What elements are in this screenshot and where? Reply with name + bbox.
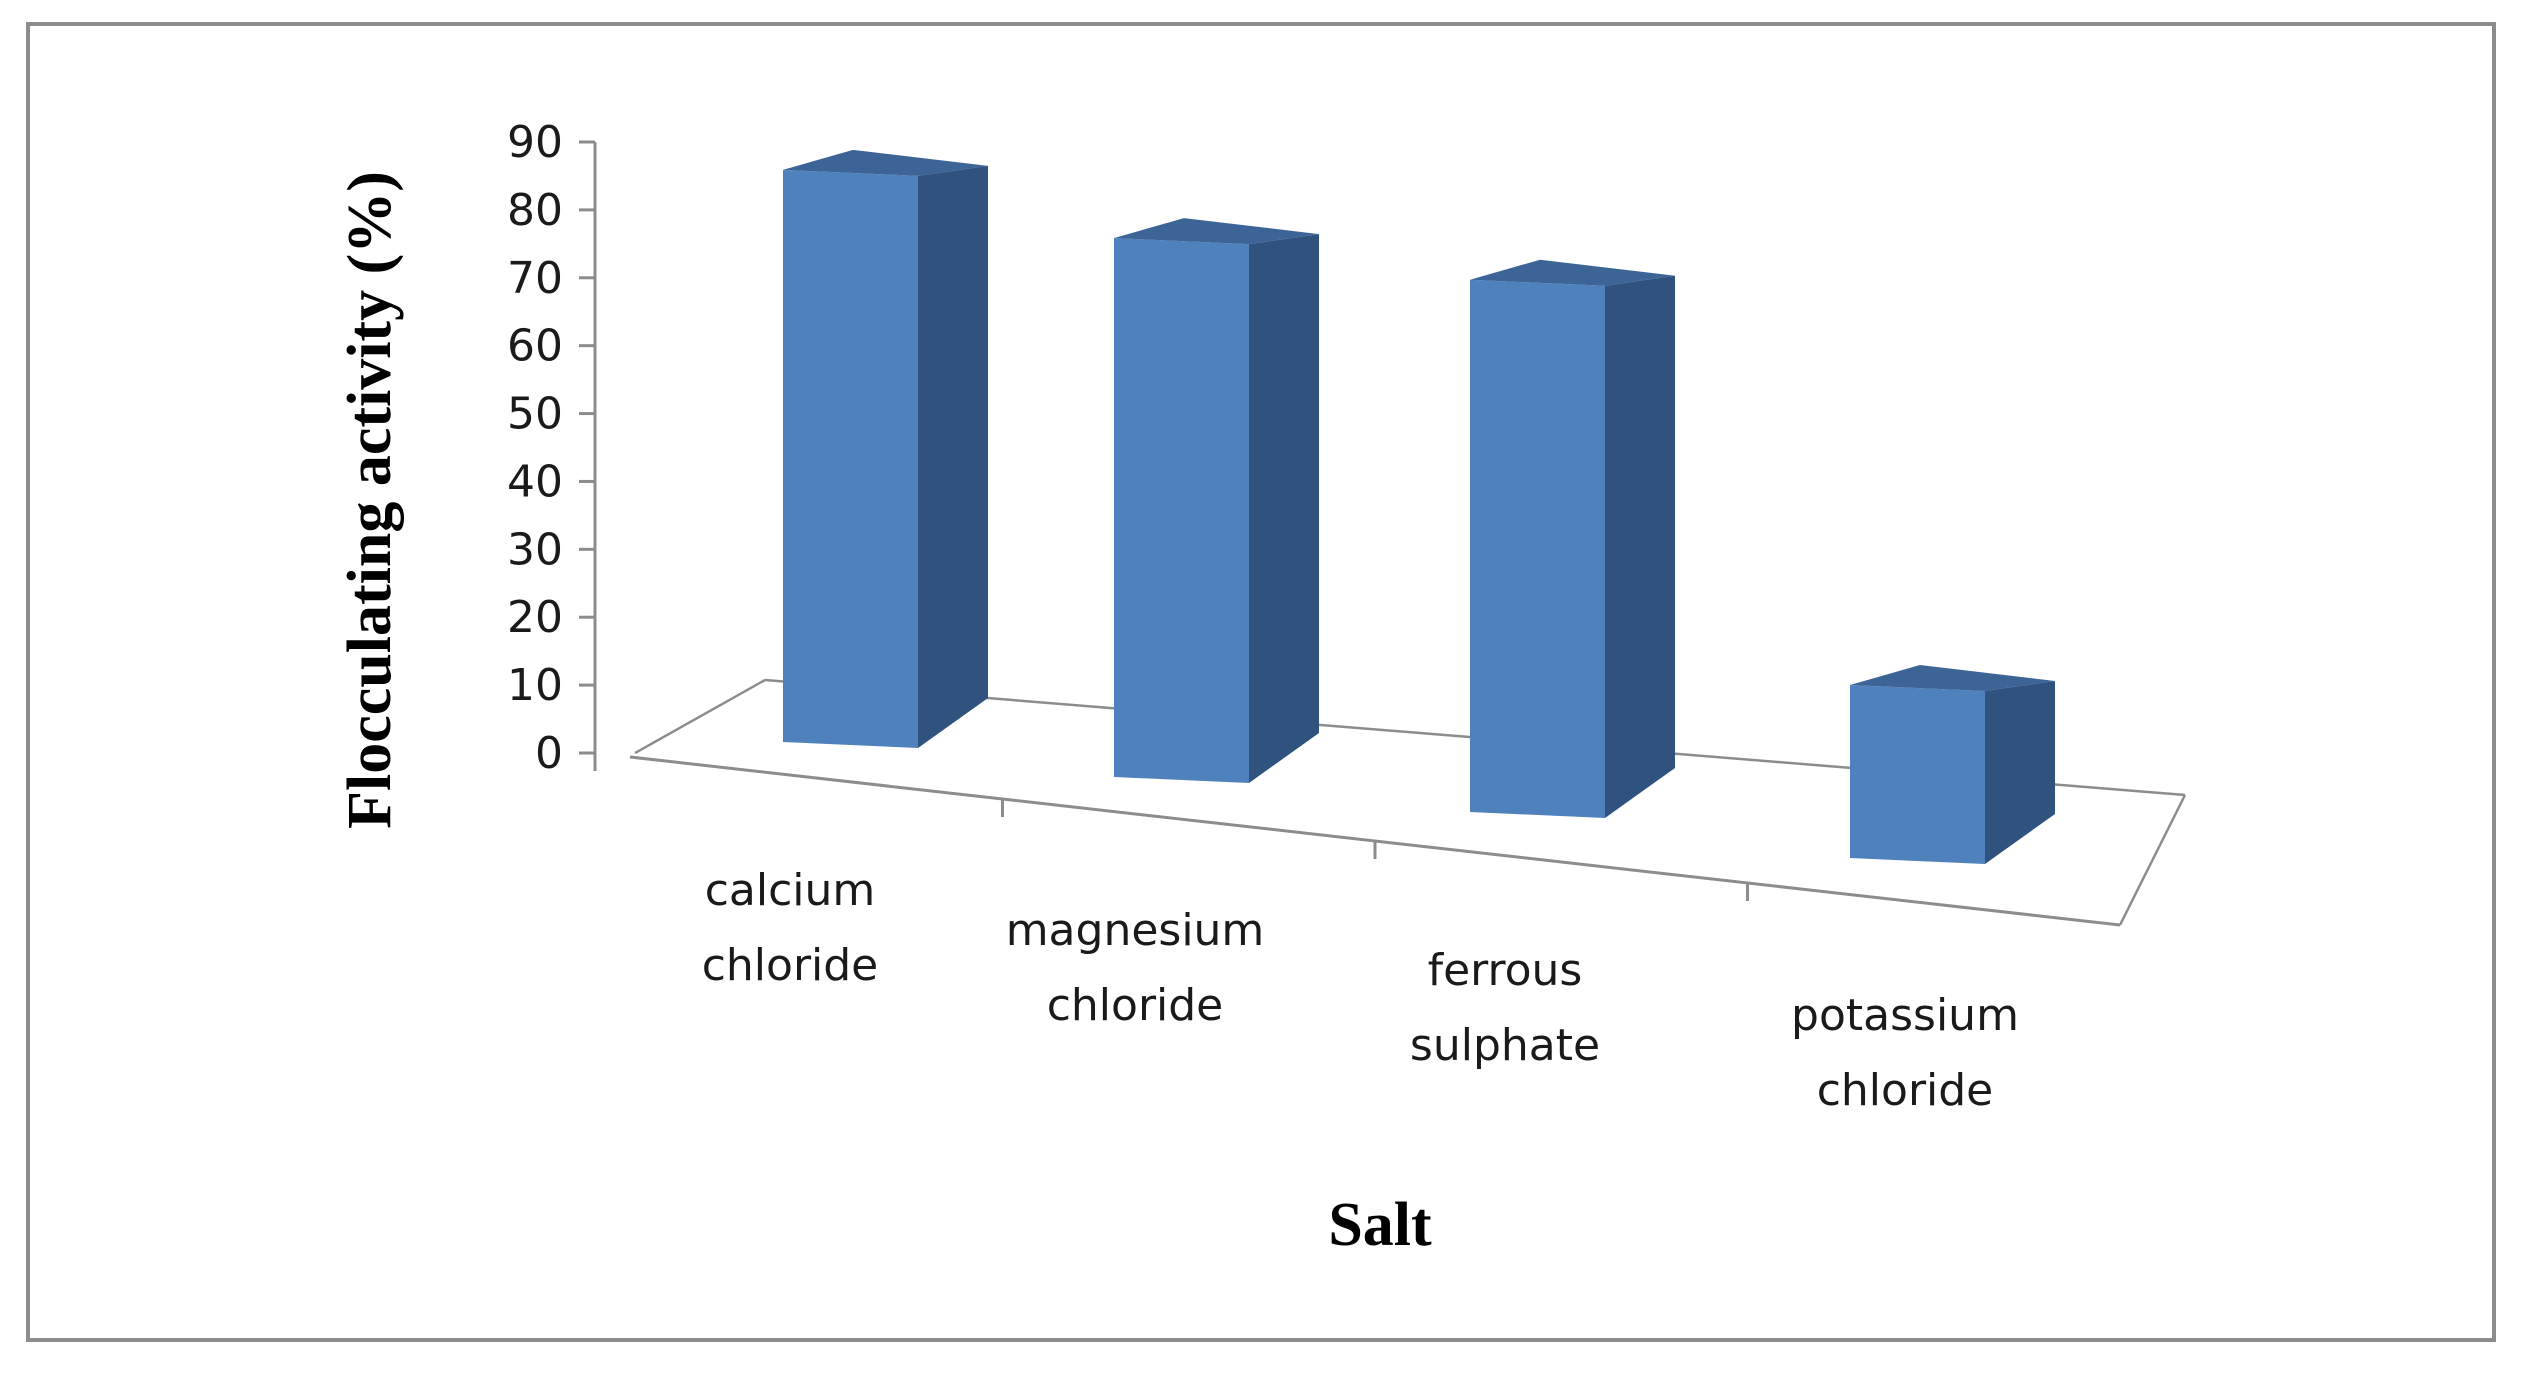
y-tick-label: 40 [507,456,563,507]
x-category-label: potassium [1791,990,2019,1041]
x-category-label: calcium [705,865,876,916]
y-tick-label: 60 [507,321,563,372]
bar-side [1249,234,1319,783]
x-category-label: ferrous [1428,945,1583,996]
bar-front [1850,685,1985,864]
floor-right-edge [2118,794,2187,926]
x-category-label: chloride [1817,1065,1994,1116]
y-tick-label: 80 [507,185,563,236]
y-tick-label: 0 [535,728,563,779]
x-axis-title: Salt [1328,1191,1432,1259]
bar-top [1114,218,1319,245]
bar-front [1114,238,1249,783]
bar-front [783,169,918,748]
floor-left-edge [634,678,766,755]
x-category-label: magnesium [1006,905,1265,956]
y-tick-label: 20 [507,592,563,643]
bar-top [783,149,988,176]
y-tick-label: 70 [507,253,563,304]
x-category-label: sulphate [1410,1020,1600,1071]
y-tick-label: 50 [507,389,563,440]
bar-side [1605,275,1675,818]
bar-side [918,165,988,748]
y-tick-label: 30 [507,524,563,575]
bar-front [1470,279,1605,818]
x-category-label: chloride [702,940,879,991]
bar-top [1470,259,1675,286]
y-axis-title: Flocculating activity (%) [336,171,404,829]
bar-top [1850,665,2055,692]
bar-side [1985,681,2055,864]
y-tick-label: 10 [507,660,563,711]
x-category-label: chloride [1047,980,1224,1031]
y-tick-label: 90 [507,117,563,168]
